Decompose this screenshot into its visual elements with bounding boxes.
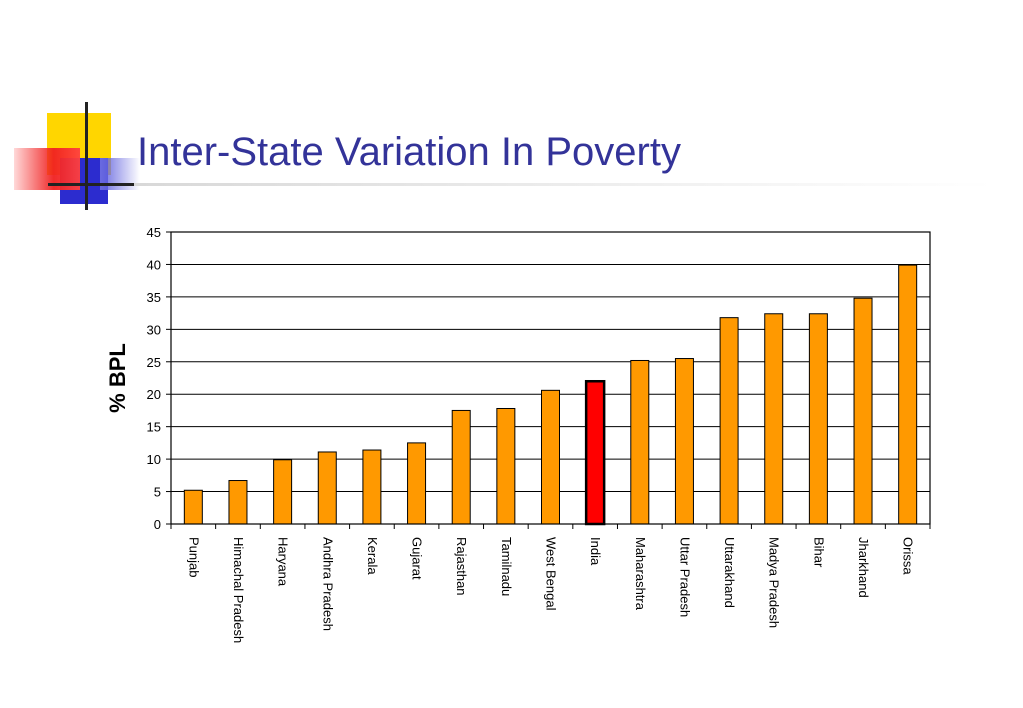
y-tick-label: 15 (147, 420, 161, 435)
y-axis-ticks: 0 5 10 15 20 25 30 35 40 45 (147, 225, 171, 532)
bar-tamilnadu (496, 407, 516, 525)
y-axis-label: % BPL (105, 343, 130, 413)
bar-kerala (362, 449, 382, 525)
y-tick-label: 45 (147, 225, 161, 240)
bar-india (584, 379, 606, 526)
y-tick-label: 10 (147, 452, 161, 467)
x-tick-label: Haryana (276, 537, 291, 587)
bar-gujarat (407, 442, 427, 525)
x-tick-label: Rajasthan (454, 537, 469, 596)
x-tick-label: Andhra Pradesh (320, 537, 335, 631)
x-tick-label: India (588, 537, 603, 566)
bar-uttarakhand (719, 317, 739, 525)
bar-uttar-pradesh (674, 358, 694, 525)
x-tick-label: Himachal Pradesh (231, 537, 246, 643)
bar-andhra-pradesh (317, 451, 337, 525)
bar-west-bengal (541, 389, 560, 525)
slide-logo-decoration (0, 0, 140, 220)
y-tick-label: 40 (147, 257, 161, 272)
x-tick-label: Maharashtra (633, 537, 648, 611)
bar-punjab (183, 489, 203, 525)
x-axis-ticks: Punjab Himachal Pradesh Haryana Andhra Prad… (170, 524, 931, 643)
logo-vertical-line (85, 102, 88, 210)
y-tick-label: 0 (154, 517, 161, 532)
x-tick-label: Jharkhand (856, 537, 871, 598)
x-tick-label: West Bengal (544, 537, 559, 611)
x-tick-label: Tamilnadu (499, 537, 514, 596)
x-tick-label: Kerala (365, 537, 380, 575)
slide-title: Inter-State Variation In Poverty (137, 130, 681, 174)
bar-rajasthan (451, 409, 471, 525)
bar-bihar (808, 313, 828, 525)
y-tick-label: 30 (147, 322, 161, 337)
title-underline (134, 183, 994, 186)
y-tick-label: 20 (147, 387, 161, 402)
bar-haryana (273, 459, 293, 525)
bar-maharashtra (630, 359, 650, 525)
y-tick-label: 25 (147, 355, 161, 370)
x-tick-label: Madya Pradesh (767, 537, 782, 628)
x-tick-label: Punjab (186, 537, 201, 577)
x-tick-label: Uttar Pradesh (677, 537, 692, 617)
y-tick-label: 35 (147, 290, 161, 305)
x-tick-label: Uttarakhand (722, 537, 737, 608)
plot-border (170, 231, 931, 525)
x-tick-label: Bihar (811, 537, 826, 568)
chart-bars (183, 264, 918, 526)
bar-madya-pradesh (764, 313, 784, 525)
bar-himachal-pradesh (228, 480, 248, 525)
plot-frame (170, 231, 931, 525)
bar-orissa (898, 264, 918, 525)
logo-horizontal-line (48, 183, 136, 186)
bar-jharkhand (853, 297, 873, 525)
x-tick-label: Orissa (901, 537, 916, 575)
y-tick-label: 5 (154, 485, 161, 500)
x-tick-label: Gujarat (410, 537, 425, 580)
